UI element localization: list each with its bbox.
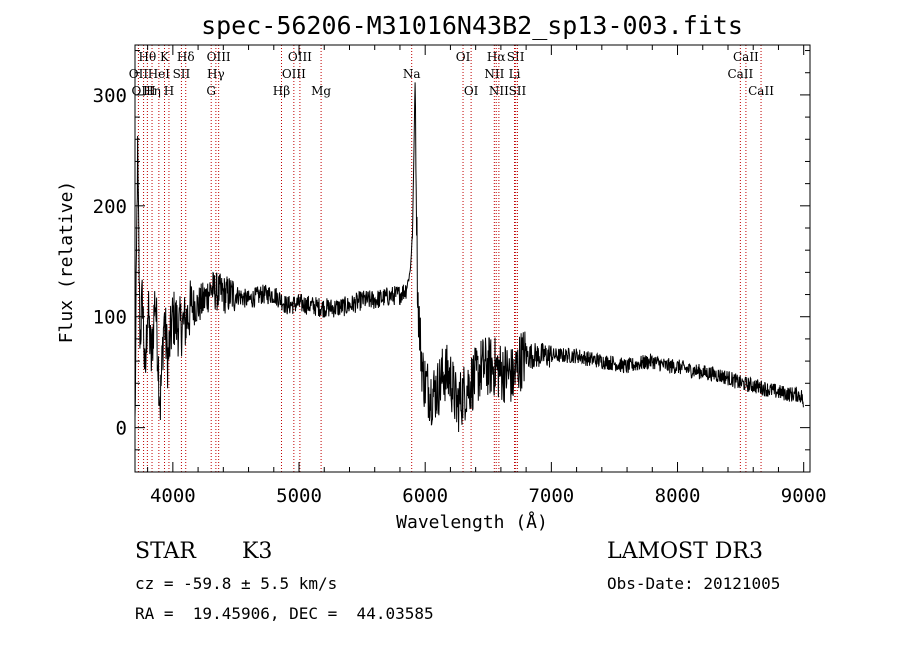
line-label: OI — [456, 50, 471, 64]
obs-date: Obs-Date: 20121005 — [607, 574, 781, 593]
line-label: HeI — [148, 67, 171, 81]
x-tick-label: 6000 — [402, 485, 448, 507]
x-axis-ticks: 4000 5000 6000 7000 8000 9000 — [147, 45, 827, 507]
x-tick-label: 9000 — [781, 485, 827, 507]
survey-name: LAMOST DR3 — [607, 539, 763, 564]
line-label: CaII — [733, 50, 759, 64]
chart-title: spec-56206-M31016N43B2_sp13-003.fits — [201, 11, 743, 40]
line-label: Hβ — [273, 84, 290, 98]
spectrum-line — [134, 82, 804, 433]
plot-frame — [134, 44, 811, 473]
line-label: Hδ — [177, 50, 195, 64]
line-label: SII — [507, 50, 525, 64]
redshift-cz: cz = -59.8 ± 5.5 km/s — [135, 574, 338, 593]
line-label: OIII — [207, 50, 231, 64]
object-class: STAR — [135, 539, 196, 564]
y-axis-label: Flux (relative) — [56, 181, 77, 344]
line-label: Li — [509, 67, 521, 81]
line-label: CaII — [748, 84, 774, 98]
line-label: Hγ — [207, 67, 225, 81]
line-label: Hα — [487, 50, 506, 64]
object-subclass: K3 — [242, 539, 273, 564]
line-label: K — [160, 50, 170, 64]
line-label: Mg — [311, 84, 331, 98]
y-tick-label: 300 — [93, 85, 127, 107]
line-label: OI — [464, 84, 479, 98]
x-axis-label: Wavelength (Å) — [396, 511, 548, 533]
line-label: SII — [173, 67, 191, 81]
x-tick-label: 4000 — [150, 485, 196, 507]
line-label: Hη — [143, 84, 161, 98]
x-tick-label: 5000 — [276, 485, 322, 507]
line-label: G — [206, 84, 216, 98]
y-tick-label: 100 — [93, 307, 127, 329]
line-label: OIII — [282, 67, 306, 81]
line-label: CaII — [727, 67, 753, 81]
x-tick-label: 7000 — [528, 485, 574, 507]
line-label: NII — [489, 84, 509, 98]
y-tick-label: 200 — [93, 196, 127, 218]
y-tick-label: 0 — [116, 418, 127, 440]
line-label: SII — [509, 84, 527, 98]
line-label: Hθ — [139, 50, 157, 64]
line-label: OIII — [288, 50, 312, 64]
y-axis-ticks: 0 100 200 300 — [93, 50, 810, 451]
ra-dec: RA = 19.45906, DEC = 44.03585 — [135, 604, 434, 623]
line-label: H — [164, 84, 174, 98]
line-label: Na — [403, 67, 421, 81]
line-label: NII — [484, 67, 504, 81]
x-tick-label: 8000 — [655, 485, 701, 507]
line-label: OII — [129, 67, 149, 81]
